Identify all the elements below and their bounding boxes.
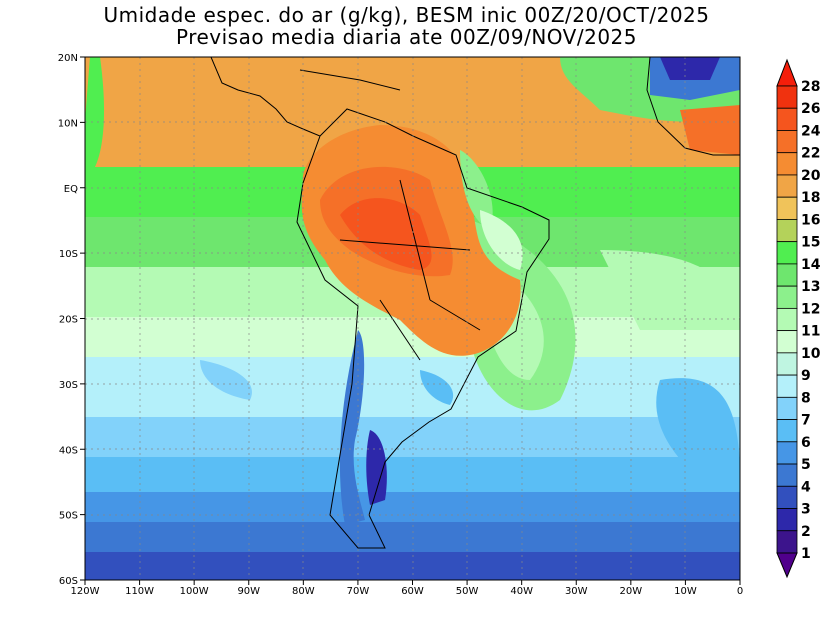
colorbar-swatch (776, 107, 798, 131)
latitude-labels: 20N 10N EQ 10S 20S 30S 40S 50S 60S (58, 53, 85, 587)
gridlines (85, 57, 740, 580)
lat-label: 50S (59, 511, 78, 522)
lat-label: 20S (59, 315, 78, 326)
colorbar-label: 22 (801, 146, 820, 162)
lat-label: 20N (58, 53, 78, 64)
colorbar-label: 28 (801, 79, 820, 95)
lon-label: 30W (565, 586, 588, 597)
lat-label: 40S (59, 445, 78, 456)
colorbar-swatch (776, 419, 798, 443)
colorbar-label: 6 (801, 435, 811, 451)
lat-label: 10N (58, 118, 78, 129)
lon-label: 40W (510, 586, 533, 597)
colorbar-label: 8 (801, 390, 811, 406)
colorbar-swatch (776, 285, 798, 309)
lat-label: 10S (59, 249, 78, 260)
colorbar-swatch (776, 263, 798, 287)
lat-label: 60S (59, 576, 78, 587)
colorbar-label: 18 (801, 190, 820, 206)
colorbar-swatch (776, 530, 798, 554)
colorbar-swatch (776, 508, 798, 532)
colorbar-label: 4 (801, 479, 811, 495)
lon-label: 50W (456, 586, 479, 597)
colorbar-label: 24 (801, 123, 821, 139)
colorbar-swatch (776, 241, 798, 265)
colorbar-swatch (776, 219, 798, 243)
colorbar-label: 1 (801, 546, 811, 562)
colorbar-label: 14 (801, 257, 821, 273)
colorbar-swatch (776, 85, 798, 109)
lon-label: 100W (180, 586, 209, 597)
colorbar-swatch (776, 330, 798, 354)
colorbar-label: 3 (801, 502, 811, 518)
colorbar-label: 2 (801, 524, 811, 540)
colorbar-swatch (776, 463, 798, 487)
colorbar-label: 7 (801, 413, 811, 429)
lat-label: 30S (59, 380, 78, 391)
colorbar-swatch (776, 307, 798, 332)
colorbar-max-arrow (776, 58, 798, 87)
lon-label: 0 (737, 586, 743, 597)
chart-title: Umidade espec. do ar (g/kg), BESM inic 0… (103, 3, 710, 27)
chart-subtitle: Previsao media diaria ate 00Z/09/NOV/202… (175, 25, 638, 49)
colorbar-swatch (776, 352, 798, 376)
colorbar-label: 9 (801, 368, 811, 384)
coastlines (210, 57, 740, 549)
colorbar-label: 16 (801, 212, 820, 228)
lon-label: 110W (125, 586, 154, 597)
colorbar-swatch (776, 196, 798, 220)
colorbar-min-arrow (776, 552, 798, 579)
lon-label: 80W (292, 586, 315, 597)
colorbar-label: 26 (801, 101, 820, 117)
lon-label: 120W (71, 586, 100, 597)
colorbar-label: 12 (801, 301, 820, 317)
colorbar-label: 10 (801, 346, 821, 362)
colorbar-label: 13 (801, 279, 820, 295)
lon-label: 90W (237, 586, 260, 597)
longitude-labels: 120W 110W 100W 90W 80W 70W 60W 50W 40W 30W 20W 10W 0 (71, 580, 743, 597)
lon-label: 10W (674, 586, 697, 597)
colorbar-swatch (776, 152, 798, 176)
lon-label: 70W (347, 586, 370, 597)
colorbar-label: 5 (801, 457, 811, 473)
colorbar-swatch (776, 485, 798, 509)
colorbar-swatch (776, 441, 798, 465)
colorbar-label: 15 (801, 235, 820, 251)
colorbar-label: 20 (801, 168, 821, 184)
colorbar-swatch (776, 174, 798, 198)
colorbar: 28 26 24 22 20 18 16 15 14 13 12 11 10 9 8 7 6 5 4 3 2 1 (776, 58, 821, 579)
lon-label: 60W (401, 586, 424, 597)
lat-label: EQ (64, 184, 78, 195)
colorbar-swatch (776, 374, 798, 398)
colorbar-swatch (776, 130, 798, 154)
colorbar-label: 11 (801, 324, 820, 340)
colorbar-swatch (776, 396, 798, 420)
lon-label: 20W (620, 586, 643, 597)
